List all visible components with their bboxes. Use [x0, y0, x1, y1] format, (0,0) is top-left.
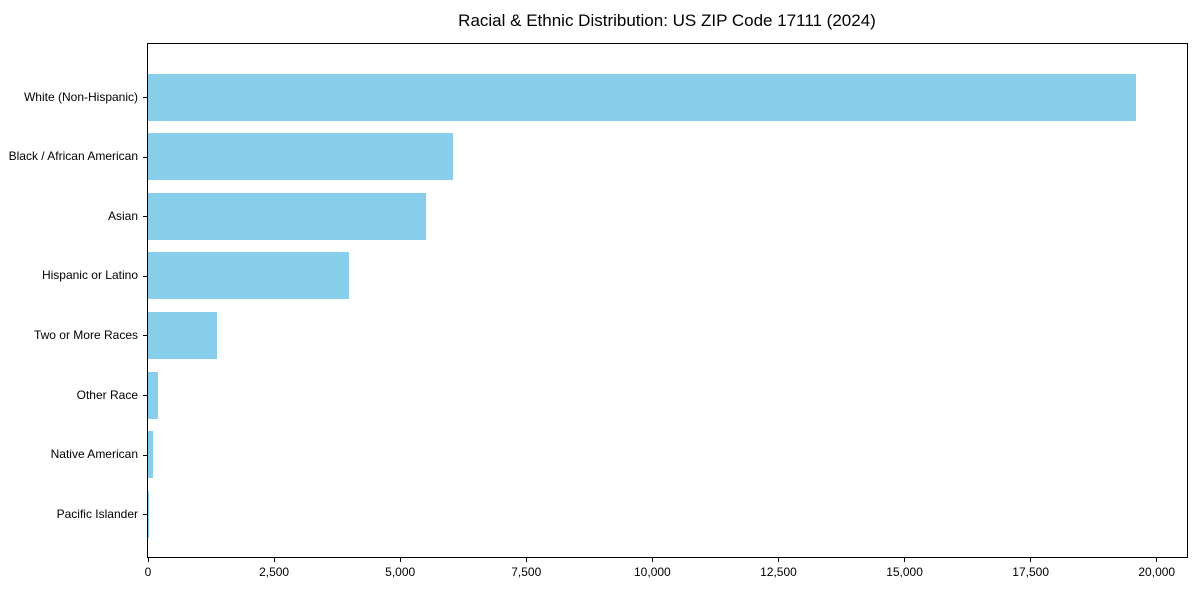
x-tick: [1030, 558, 1032, 562]
y-tick: [143, 395, 147, 396]
y-tick-label: Black / African American: [8, 149, 138, 164]
x-tick: [525, 558, 527, 562]
y-tick: [143, 156, 147, 158]
x-tick: [904, 558, 906, 562]
x-tick: [273, 558, 275, 562]
x-tick-label: 5,000: [385, 565, 416, 579]
x-tick-label: 0: [144, 565, 152, 579]
y-tick: [143, 97, 147, 99]
y-tick-label: Two or More Races: [33, 327, 138, 342]
y-tick: [143, 514, 147, 516]
bar: [148, 252, 350, 300]
bar: [148, 133, 454, 181]
y-tick: [143, 454, 147, 456]
bar: [148, 490, 149, 538]
bar: [148, 431, 154, 479]
bar: [148, 73, 1137, 121]
bar: [148, 371, 159, 419]
x-tick: [399, 558, 401, 562]
chart-title: Racial & Ethnic Distribution: US ZIP Cod…: [458, 11, 876, 30]
x-tick-label: 7,500: [511, 565, 542, 579]
y-tick-label: Hispanic or Latino: [41, 268, 138, 283]
y-tick-label: Native American: [50, 447, 138, 462]
x-tick-label: 15,000: [886, 565, 923, 579]
bar: [148, 311, 217, 359]
x-tick: [651, 558, 653, 562]
y-tick-label: Asian: [107, 208, 138, 223]
x-tick-label: 12,500: [760, 565, 797, 579]
y-tick: [143, 216, 147, 218]
y-tick-label: Other Race: [76, 387, 138, 402]
x-tick-label: 17,500: [1012, 565, 1049, 579]
y-tick-label: White (Non-Hispanic): [23, 89, 138, 104]
x-tick-label: 10,000: [634, 565, 671, 579]
x-tick-label: 20,000: [1138, 565, 1176, 579]
y-tick: [143, 335, 147, 337]
y-tick: [143, 275, 147, 277]
x-tick: [777, 558, 779, 562]
x-tick: [147, 558, 149, 562]
plot-area: [147, 43, 1188, 558]
bar: [148, 192, 426, 240]
y-tick-label: Pacific Islander: [56, 506, 138, 521]
x-tick: [1156, 558, 1158, 562]
x-tick-label: 2,500: [259, 565, 290, 579]
